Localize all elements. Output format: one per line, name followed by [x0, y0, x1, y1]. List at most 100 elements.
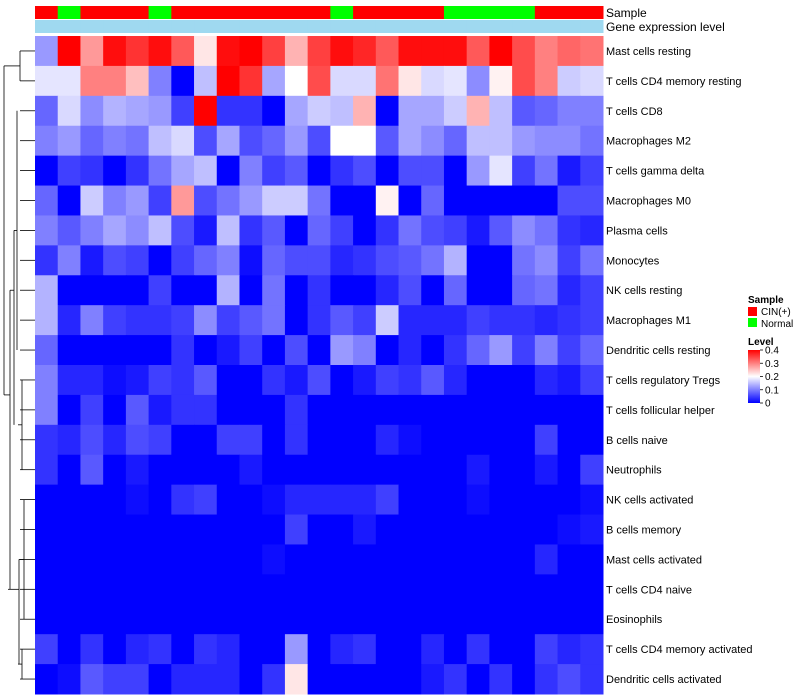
heatmap-cell [534, 95, 559, 127]
legend-title-level: Level [748, 337, 774, 348]
heatmap-cell [398, 454, 422, 486]
heatmap-cell [103, 245, 127, 276]
heatmap-cell [262, 544, 286, 575]
heatmap-cell [262, 275, 286, 306]
row-label: T cells follicular helper [606, 405, 715, 417]
heatmap-cell [216, 155, 240, 187]
heatmap-cell [80, 664, 104, 695]
heatmap-cell [534, 36, 559, 67]
heatmap-cell [194, 36, 218, 67]
heatmap-cell [489, 484, 513, 516]
heatmap-cell [421, 215, 445, 246]
row-label: Dendritic cells resting [606, 345, 711, 357]
heatmap-cell [171, 365, 195, 396]
sample-annotation-cell [239, 6, 263, 19]
heatmap-cell [466, 484, 490, 516]
heatmap-cells [35, 36, 604, 695]
heatmap-cell [284, 125, 309, 157]
heatmap-cell [307, 365, 331, 396]
heatmap-cell [171, 514, 195, 545]
heatmap-cell [103, 604, 127, 635]
heatmap-cell [353, 65, 377, 97]
heatmap-cell [148, 484, 172, 516]
heatmap-cell [171, 424, 195, 456]
row-label: T cells CD8 [606, 106, 663, 118]
sample-annotation-cell [353, 6, 377, 19]
heatmap-cell [216, 36, 240, 67]
heatmap-cell [443, 365, 468, 396]
heatmap-cell [330, 574, 354, 605]
colorbar-tick-label: 0.3 [765, 359, 779, 370]
heatmap-cell [353, 245, 377, 276]
heatmap-cell [398, 664, 422, 695]
heatmap-cell [534, 155, 559, 187]
heatmap-cell [489, 544, 513, 575]
heatmap-cell [534, 305, 559, 336]
heatmap-cell [466, 65, 490, 97]
heatmap-cell [307, 36, 331, 67]
heatmap-cell [307, 335, 331, 366]
heatmap-cell [148, 275, 172, 306]
gene-expression-annotation-cell [80, 20, 104, 33]
heatmap-cell [125, 484, 150, 516]
heatmap-cell [534, 514, 559, 545]
heatmap-cell [398, 305, 422, 336]
heatmap-cell [57, 634, 81, 665]
gene-expression-annotation-cell [262, 20, 286, 33]
heatmap-cell [125, 424, 150, 456]
heatmap-cell [125, 664, 150, 695]
row-label: T cells regulatory Tregs [606, 375, 721, 387]
heatmap-cell [239, 185, 263, 216]
gene-expression-annotation-cell [557, 20, 581, 33]
heatmap-cell [353, 185, 377, 216]
sample-annotation-cell [284, 6, 309, 19]
heatmap-cell [216, 365, 240, 396]
heatmap-cell [512, 335, 536, 366]
heatmap-cell [512, 215, 536, 246]
gene-expression-annotation-cell [307, 20, 331, 33]
heatmap-cell [103, 394, 127, 426]
heatmap-cell [194, 275, 218, 306]
heatmap-cell [557, 394, 581, 426]
heatmap-cell [421, 394, 445, 426]
heatmap-cell [580, 604, 604, 635]
heatmap-cell [489, 604, 513, 635]
heatmap-cell [284, 155, 309, 187]
heatmap-cell [375, 394, 400, 426]
heatmap-cell [239, 245, 263, 276]
heatmap-cell [489, 215, 513, 246]
heatmap-cell [580, 424, 604, 456]
heatmap-cell [353, 664, 377, 695]
heatmap-cell [580, 574, 604, 605]
gene-expression-annotation-cell [466, 20, 490, 33]
heatmap-cell [103, 424, 127, 456]
heatmap-cell [489, 574, 513, 605]
heatmap-cell [284, 335, 309, 366]
heatmap-cell [353, 365, 377, 396]
heatmap-cell [284, 215, 309, 246]
heatmap-cell [489, 275, 513, 306]
heatmap-cell [239, 95, 263, 127]
heatmap-cell [330, 155, 354, 187]
sample-annotation-cell [194, 6, 218, 19]
heatmap-cell [443, 305, 468, 336]
heatmap-cell [80, 514, 104, 545]
heatmap-cell [330, 275, 354, 306]
heatmap-cell [194, 125, 218, 157]
heatmap-cell [103, 634, 127, 665]
heatmap-cell [148, 335, 172, 366]
heatmap-cell [171, 484, 195, 516]
heatmap-cell [194, 454, 218, 486]
heatmap-cell [466, 215, 490, 246]
heatmap-cell [171, 36, 195, 67]
heatmap-cell [421, 275, 445, 306]
heatmap-cell [557, 514, 581, 545]
heatmap-cell [534, 424, 559, 456]
heatmap-cell [489, 155, 513, 187]
heatmap-cell [580, 185, 604, 216]
sample-annotation-cell [262, 6, 286, 19]
heatmap-cell [353, 574, 377, 605]
heatmap-cell [466, 155, 490, 187]
colorbar-tick-label: 0.1 [765, 385, 779, 396]
heatmap-cell [353, 305, 377, 336]
